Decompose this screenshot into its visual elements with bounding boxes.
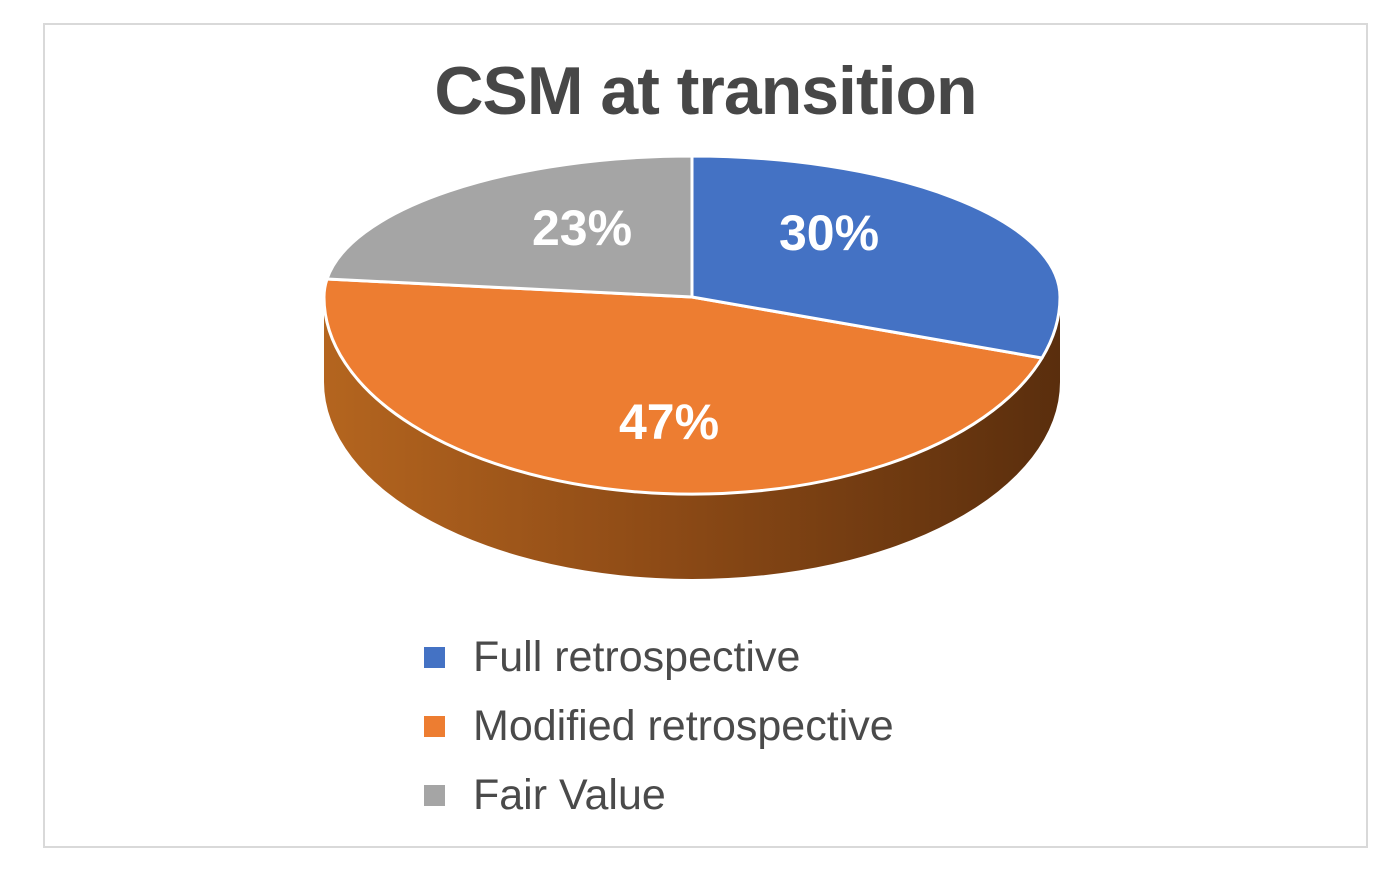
chart-area: CSM at transition 30% 47% 23% Full retro… <box>43 23 1368 848</box>
pie-slice-fair-value <box>325 154 694 299</box>
legend-swatch-full-retrospective <box>424 647 445 668</box>
legend-item-fair-value: Fair Value <box>424 761 894 830</box>
legend-item-modified-retrospective: Modified retrospective <box>424 692 894 761</box>
data-label-fair-value: 23% <box>531 200 633 256</box>
legend-label-modified-retrospective: Modified retrospective <box>473 702 894 750</box>
data-label-modified-retrospective: 47% <box>618 394 720 450</box>
pie-slice-full-retrospective <box>690 154 1062 360</box>
pie-side-modified-retrospective <box>324 297 1060 579</box>
data-label-full-retrospective: 30% <box>778 205 880 261</box>
legend-label-fair-value: Fair Value <box>473 771 666 819</box>
chart-title: CSM at transition <box>434 53 977 129</box>
legend-swatch-modified-retrospective <box>424 716 445 737</box>
legend: Full retrospective Modified retrospectiv… <box>424 623 894 830</box>
legend-item-full-retrospective: Full retrospective <box>424 623 894 692</box>
pie-chart <box>322 154 1062 579</box>
pie-slice-modified-retrospective <box>322 277 1044 496</box>
legend-swatch-fair-value <box>424 785 445 806</box>
legend-label-full-retrospective: Full retrospective <box>473 633 801 681</box>
